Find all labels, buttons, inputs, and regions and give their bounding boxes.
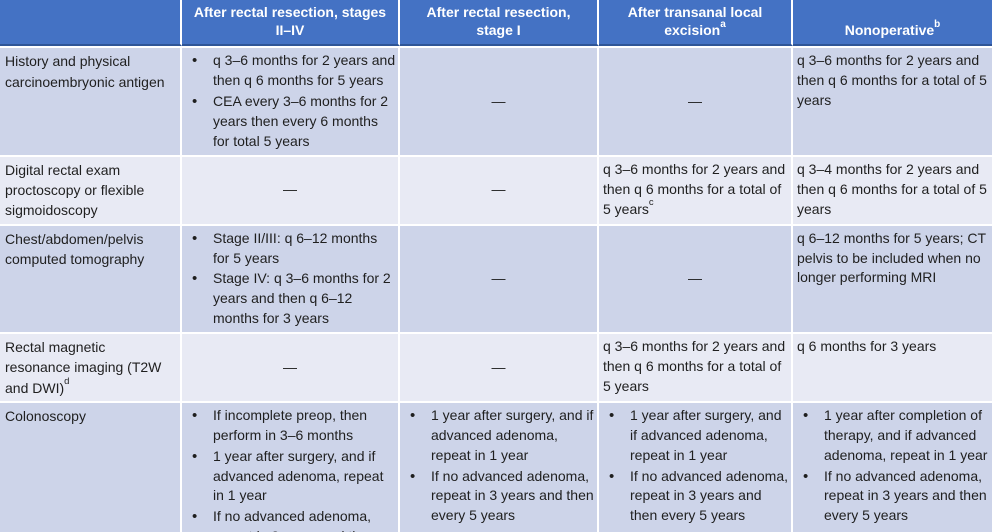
bullet-item: Stage II/III: q 6–12 months for 5 years [182,228,396,269]
bullet-item: q 3–6 months for 2 years and then q 6 mo… [182,50,396,91]
cell-nonoperative: q 6 months for 3 years [793,334,992,403]
cell-nonoperative: q 3–6 months for 2 years and then q 6 mo… [793,46,992,157]
bullet-list: q 3–6 months for 2 years and then q 6 mo… [182,50,396,152]
cell-stage-1: — [400,334,599,403]
bullet-item: If no advanced adenoma, repeat in 3 year… [400,466,595,527]
cell-stage-1: 1 year after surgery, and if advanced ad… [400,402,599,532]
cell-transanal: — [599,46,793,157]
cell-text: q 3–6 months for 2 years and then q 6 mo… [603,160,786,217]
cell-text: q 3–4 months for 2 years and then q 6 mo… [797,160,987,217]
cell-text: q 6–12 months for 5 years; CT pelvis to … [797,229,986,286]
bullet-item: If no advanced adenoma, repeat in 3 year… [599,466,789,527]
footnote-ref-c: c [648,196,654,208]
row-label: Digital rectal exam proctoscopy or flexi… [0,156,182,226]
bullet-item: 1 year after surgery, and if advanced ad… [182,446,396,507]
header-row: After rectal resection, stages II–IV Aft… [0,0,992,47]
bullet-list: Stage II/III: q 6–12 months for 5 years … [182,228,396,329]
bullet-list: 1 year after completion of therapy, and … [793,405,990,527]
header-corner-cell [0,0,182,47]
row-label: Chest/abdomen/pelvis computed tomography [0,225,182,335]
empty-dash: — [491,358,506,375]
cell-stage-1: — [400,46,599,157]
header-nonoperative: Nonoperativeb [793,0,992,47]
empty-dash: — [491,92,506,109]
cell-stages-2-4: Stage II/III: q 6–12 months for 5 years … [182,225,400,335]
cell-stage-1: — [400,225,599,335]
table-row-colonoscopy: Colonoscopy If incomplete preop, then pe… [0,402,992,532]
bullet-list: 1 year after surgery, and if advanced ad… [400,405,595,527]
bullet-item: 1 year after surgery, and if advanced ad… [400,405,595,466]
empty-dash: — [491,181,506,198]
cell-nonoperative: q 6–12 months for 5 years; CT pelvis to … [793,225,992,335]
cell-text: q 3–6 months for 2 years and then q 6 mo… [603,338,786,394]
header-after-resection-stages-2-4: After rectal resection, stages II–IV [182,0,400,47]
table-row-ct-chest-abdomen-pelvis: Chest/abdomen/pelvis computed tomography… [0,225,992,335]
row-label: Rectal magnetic resonance imaging (T2W a… [0,334,182,403]
row-label: Colonoscopy [0,402,182,532]
bullet-item: CEA every 3–6 months for 2 years then ev… [182,91,396,152]
empty-dash: — [688,92,702,109]
bullet-item: If no advanced adenoma, repeat in 3 year… [793,466,990,527]
footnote-ref-a: a [720,18,726,30]
row-label: History and physical carcinoembryonic an… [0,46,182,157]
empty-dash: — [491,269,506,286]
bullet-item: If no advanced adenoma, repeat in 3 year… [182,506,396,532]
cell-nonoperative: q 3–4 months for 2 years and then q 6 mo… [793,156,992,226]
cell-transanal: q 3–6 months for 2 years and then q 6 mo… [599,156,793,226]
bullet-list: If incomplete preop, then perform in 3–6… [182,405,396,532]
table-body: History and physical carcinoembryonic an… [0,46,992,532]
cell-stages-2-4: If incomplete preop, then perform in 3–6… [182,402,400,532]
empty-dash: — [283,181,297,198]
table-header: After rectal resection, stages II–IV Aft… [0,0,992,47]
cell-nonoperative: 1 year after completion of therapy, and … [793,402,992,532]
cell-stage-1: — [400,156,599,226]
cell-stages-2-4: — [182,156,400,226]
cell-stages-2-4: — [182,334,400,403]
bullet-item: 1 year after surgery, and if advanced ad… [599,405,789,466]
table-row-history-physical-cea: History and physical carcinoembryonic an… [0,46,992,157]
table-row-digital-rectal-exam: Digital rectal exam proctoscopy or flexi… [0,156,992,226]
bullet-item: Stage IV: q 3–6 months for 2 years and t… [182,268,396,329]
table-row-rectal-mri: Rectal magnetic resonance imaging (T2W a… [0,334,992,403]
footnote-ref-d: d [64,375,70,387]
header-after-transanal-excision: After transanal local excisiona [599,0,793,47]
cell-transanal: 1 year after surgery, and if advanced ad… [599,402,793,532]
empty-dash: — [283,358,297,375]
empty-dash: — [688,269,702,286]
bullet-item: If incomplete preop, then perform in 3–6… [182,405,396,446]
bullet-list: 1 year after surgery, and if advanced ad… [599,405,789,527]
cell-text: q 6 months for 3 years [797,338,937,355]
cell-stages-2-4: q 3–6 months for 2 years and then q 6 mo… [182,46,400,157]
header-after-resection-stage-1: After rectal resection, stage I [400,0,599,47]
cell-text: q 3–6 months for 2 years and then q 6 mo… [797,52,987,109]
cell-transanal: q 3–6 months for 2 years and then q 6 mo… [599,334,793,403]
cell-transanal: — [599,225,793,335]
footnote-ref-b: b [934,18,941,30]
bullet-item: 1 year after completion of therapy, and … [793,405,990,466]
